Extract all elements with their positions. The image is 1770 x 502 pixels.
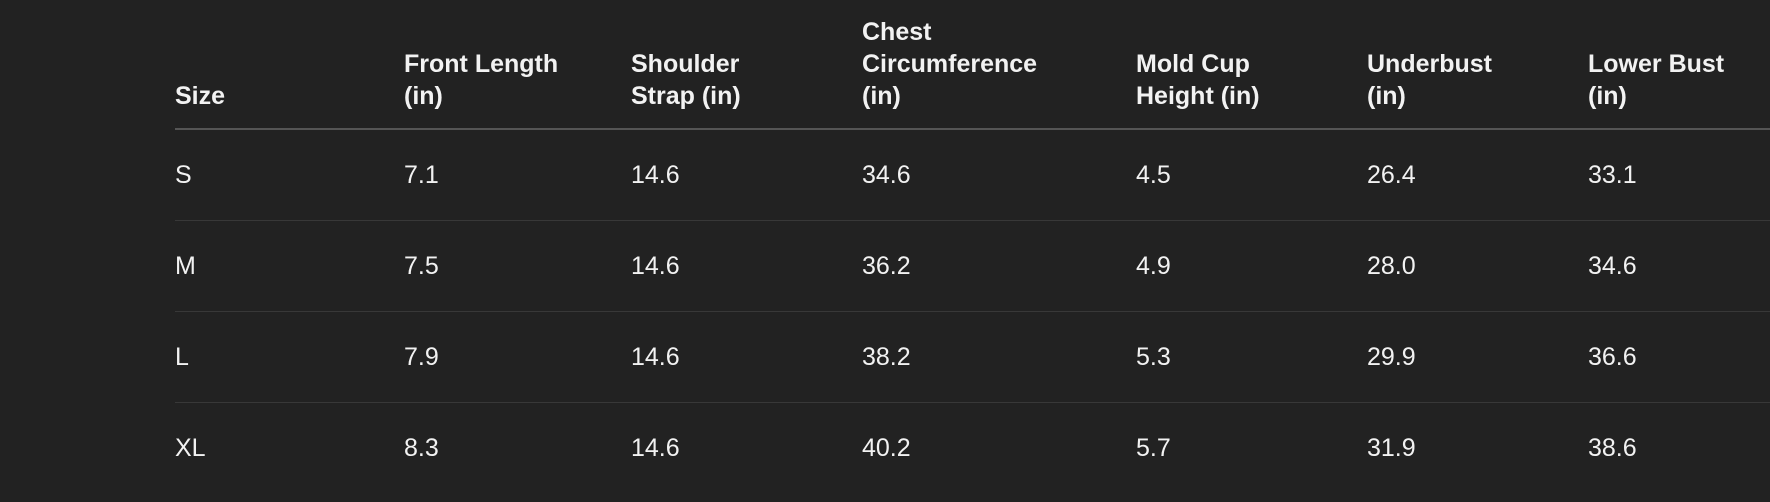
measurement-cell: 7.5 [404,220,631,312]
measurement-cell: 4.5 [1136,129,1367,221]
column-header: Chest Circumference (in) [862,0,1136,130]
column-header-text: Size [175,82,226,110]
table-row: XL 8.3 14.6 40.2 5.7 31.9 38.6 [175,403,1770,494]
measurement-cell: 40.2 [862,433,911,462]
column-header-text: Chest Circumference (in) [862,18,1038,110]
table-row: L 7.9 14.6 38.2 5.3 29.9 36.6 [175,311,1770,403]
measurement-cell: 14.6 [631,433,680,462]
column-header: Lower Bust (in) [1588,0,1770,130]
measurement-cell: 38.6 [1588,433,1637,462]
header-row: Size Front Length (in) Shoulder Strap (in)… [175,0,1770,130]
measurement-cell: 4.9 [1136,220,1367,312]
column-header-text: Mold Cup Height (in) [1136,50,1260,110]
column-header-text: Front Length (in) [404,50,559,110]
column-header: Front Length (in) [404,0,631,130]
measurement-cell: 34.6 [862,129,1136,221]
column-header-text: Shoulder Strap (in) [631,50,741,110]
column-header: Size [175,0,404,130]
measurement-cell: 8.3 [404,433,439,462]
measurement-cell: 14.6 [631,311,862,403]
measurement-cell: 5.7 [1136,433,1171,462]
table-row: M 7.5 14.6 36.2 4.9 28.0 34.6 [175,220,1770,312]
column-header-text: Underbust (in) [1367,50,1492,110]
table-row: S 7.1 14.6 34.6 4.5 26.4 33.1 [175,129,1770,221]
measurement-cell: 29.9 [1367,311,1588,403]
measurement-cell: 36.6 [1588,311,1770,403]
size-cell: S [175,129,404,221]
measurement-cell: 31.9 [1367,433,1416,462]
measurement-cell: 34.6 [1588,220,1770,312]
size-table: Size Front Length (in) Shoulder Strap (in)… [175,0,1770,493]
size-cell: M [175,220,404,312]
measurement-cell: 33.1 [1588,129,1770,221]
measurement-cell: 14.6 [631,129,862,221]
column-header-text: Lower Bust (in) [1588,50,1725,110]
measurement-cell: 7.9 [404,311,631,403]
measurement-cell: 26.4 [1367,129,1588,221]
column-header: Shoulder Strap (in) [631,0,862,130]
column-header: Underbust (in) [1367,0,1588,130]
measurement-cell: 14.6 [631,220,862,312]
size-cell: L [175,311,404,403]
measurement-cell: 36.2 [862,220,1136,312]
measurement-cell: 28.0 [1367,220,1588,312]
column-header: Mold Cup Height (in) [1136,0,1367,130]
measurement-cell: 38.2 [862,311,1136,403]
measurement-cell: 7.1 [404,129,631,221]
measurement-cell: 5.3 [1136,311,1367,403]
size-cell: XL [175,433,206,462]
